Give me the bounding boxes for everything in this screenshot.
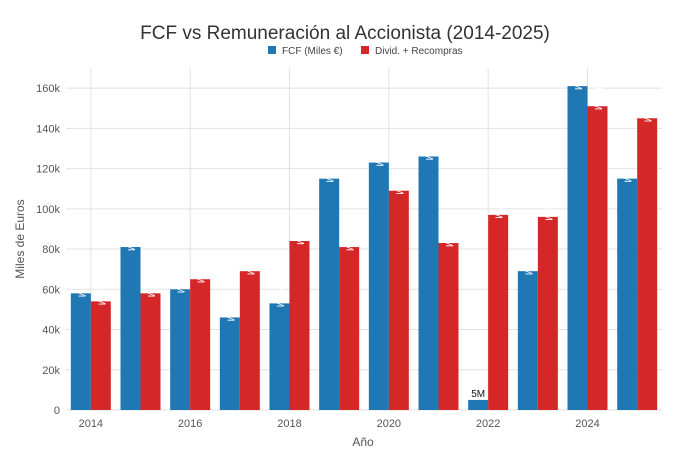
bar-dividends-2024 <box>587 106 608 411</box>
y-tick-label: 60k <box>42 284 60 296</box>
bar-label-fcf: 123M <box>373 142 384 167</box>
y-tick-label: 80k <box>42 244 60 256</box>
bar-label-fcf: 58M <box>75 278 86 297</box>
bar-fcf-2025 <box>617 178 638 410</box>
bar-dividends-2015 <box>140 293 161 410</box>
bar-fcf-2018 <box>269 303 290 410</box>
bar-fcf-2015 <box>120 247 141 410</box>
bar-label-dividends: 97M <box>493 199 504 218</box>
bar-label-dividends: 151M <box>592 85 603 110</box>
bar-label-dividends: 84M <box>294 226 305 245</box>
chart-title: FCF vs Remuneración al Accionista (2014-… <box>140 23 550 44</box>
bar-fcf-2017 <box>219 317 240 410</box>
bar-fcf-2016 <box>170 289 191 410</box>
x-tick-label: 2018 <box>277 418 301 430</box>
bar-fcf-2014 <box>70 293 91 410</box>
bar-label-fcf: 60M <box>175 274 186 293</box>
bar-label-dividends: 81M <box>344 232 355 251</box>
bar-fcf-2022 <box>468 399 489 410</box>
bar-dividends-2021 <box>438 243 459 410</box>
bar-label-fcf: 53M <box>274 288 285 307</box>
legend-label-dividends: Divid. + Recompras <box>375 46 463 57</box>
y-tick-label: 0 <box>54 405 60 417</box>
bar-label-fcf: 69M <box>522 256 533 275</box>
y-axis-title: Miles de Euros <box>13 199 27 278</box>
bar-dividends-2025 <box>637 118 658 410</box>
bar-label-dividends: 58M <box>145 278 156 297</box>
bar-dividends-2018 <box>289 241 310 410</box>
bar-fcf-2023 <box>517 271 538 410</box>
y-tick-label: 40k <box>42 325 60 337</box>
x-tick-label: 2014 <box>79 418 103 430</box>
bar-label-dividends: 109M <box>393 170 404 195</box>
bar-dividends-2019 <box>339 247 360 410</box>
bar-label-fcf: 115M <box>622 158 633 182</box>
bar-label-fcf: 5M <box>471 389 485 400</box>
bar-label-dividends: 83M <box>443 228 454 247</box>
bar-dividends-2017 <box>239 271 260 410</box>
x-tick-label: 2016 <box>178 418 202 430</box>
bar-dividends-2014 <box>90 301 111 410</box>
bar-label-fcf: 115M <box>324 158 335 182</box>
bar-label-fcf: 46M <box>224 302 235 321</box>
bar-label-fcf: 81M <box>125 232 136 251</box>
bar-label-fcf: 161M <box>572 65 583 90</box>
bar-label-dividends: 54M <box>95 286 106 305</box>
x-axis-title: Año <box>352 435 374 449</box>
bar-label-dividends: 69M <box>244 256 255 275</box>
bar-label-dividends: 145M <box>642 97 653 122</box>
bar-label-dividends: 65M <box>195 264 206 283</box>
x-axis-ticks: 2014 2016 2018 2020 2022 2024 <box>79 418 600 430</box>
bars <box>70 86 658 411</box>
y-tick-label: 20k <box>42 365 60 377</box>
y-tick-label: 160k <box>36 83 60 95</box>
bar-fcf-2020 <box>368 162 389 410</box>
legend-swatch-dividends <box>361 46 369 54</box>
bar-label-dividends: 96M <box>542 201 553 220</box>
x-tick-label: 2022 <box>476 418 500 430</box>
y-axis-ticks: 0 20k 40k 60k 80k 100k 120k 140k 160k <box>36 83 60 417</box>
legend: FCF (Miles €) Divid. + Recompras <box>268 46 463 57</box>
bar-labels: 58M 81M 60M 46M 53M 115M 123M 126M 5M 69M 161M 115M… <box>75 65 652 400</box>
bar-dividends-2022 <box>488 214 509 410</box>
bar-dividends-2023 <box>537 216 558 410</box>
y-tick-label: 100k <box>36 204 60 216</box>
bar-dividends-2016 <box>190 279 211 410</box>
bar-dividends-2020 <box>388 190 409 410</box>
x-tick-label: 2020 <box>377 418 401 430</box>
x-tick-label: 2024 <box>575 418 599 430</box>
y-tick-label: 120k <box>36 164 60 176</box>
legend-swatch-fcf <box>268 46 276 54</box>
bar-fcf-2019 <box>319 178 340 410</box>
y-tick-label: 140k <box>36 123 60 135</box>
bar-fcf-2021 <box>418 156 439 410</box>
bar-label-fcf: 126M <box>423 136 434 161</box>
bar-fcf-2024 <box>567 86 588 410</box>
legend-label-fcf: FCF (Miles €) <box>282 46 343 57</box>
